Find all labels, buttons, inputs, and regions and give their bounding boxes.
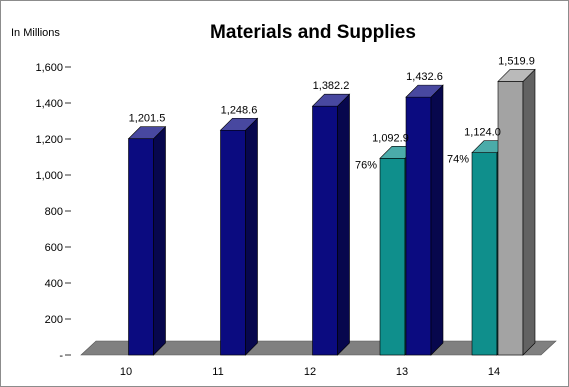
x-tick-label: 13 xyxy=(396,366,408,378)
bar-top xyxy=(405,84,444,98)
bar-value-label: 1,248.6 xyxy=(221,104,258,116)
y-tick-label: 800 xyxy=(45,206,63,218)
x-tick-label: 12 xyxy=(304,366,316,378)
y-tick-label: 600 xyxy=(45,242,63,254)
y-tick-label: 200 xyxy=(45,314,63,326)
y-tick-label: 1,600 xyxy=(35,62,63,74)
y-tick-label: 1,400 xyxy=(35,98,63,110)
bar xyxy=(405,84,444,356)
x-tick-label: 11 xyxy=(212,366,223,378)
x-tick-label: 10 xyxy=(120,366,132,378)
y-tick-label: 400 xyxy=(45,278,63,290)
bar-top xyxy=(219,117,259,131)
bar-side xyxy=(337,93,350,356)
bar-side xyxy=(245,117,258,356)
bar-value-label: 1,432.6 xyxy=(406,71,443,83)
bar-top xyxy=(127,126,167,140)
bar-value-label: 1,124.0 xyxy=(464,127,501,139)
y-tick-label: - xyxy=(59,350,63,362)
y-tick-label: 1,000 xyxy=(35,170,63,182)
bar-front xyxy=(220,129,246,356)
bar-front xyxy=(379,157,406,356)
bar-series xyxy=(127,68,536,356)
x-tick-label: 14 xyxy=(488,366,500,378)
bar-front xyxy=(405,96,432,356)
bar xyxy=(311,93,351,356)
y-tick-label: 1,200 xyxy=(35,134,63,146)
y-axis: - 200 400 600 800 1,000 1,200 1,400 1,600 xyxy=(35,62,71,362)
bar-front xyxy=(471,152,498,356)
bar-top xyxy=(497,69,536,82)
bar-side xyxy=(522,68,536,356)
bar xyxy=(219,117,259,356)
bar-front xyxy=(128,138,154,356)
bar-value-label: 1,519.9 xyxy=(498,55,535,67)
unit-label: In Millions xyxy=(11,27,60,39)
chart-title: Materials and Supplies xyxy=(210,22,416,43)
bar-front xyxy=(497,81,524,356)
bar-top xyxy=(311,93,351,107)
bar xyxy=(497,68,536,356)
bar-percent-label: 76% xyxy=(355,159,377,171)
x-axis: 10 11 12 13 14 xyxy=(120,366,500,378)
bar-value-label: 1,201.5 xyxy=(129,113,166,125)
bar-side xyxy=(153,126,166,356)
bar-front xyxy=(312,105,338,356)
data-labels: 1,201.5 1,248.6 1,382.2 1,092.9 76% 1,432.6 1,… xyxy=(129,55,535,171)
bar-percent-label: 74% xyxy=(447,154,469,166)
bar xyxy=(127,126,167,356)
bar-value-label: 1,382.2 xyxy=(313,80,350,92)
bar-side xyxy=(430,84,444,356)
bar-value-label: 1,092.9 xyxy=(372,132,409,144)
